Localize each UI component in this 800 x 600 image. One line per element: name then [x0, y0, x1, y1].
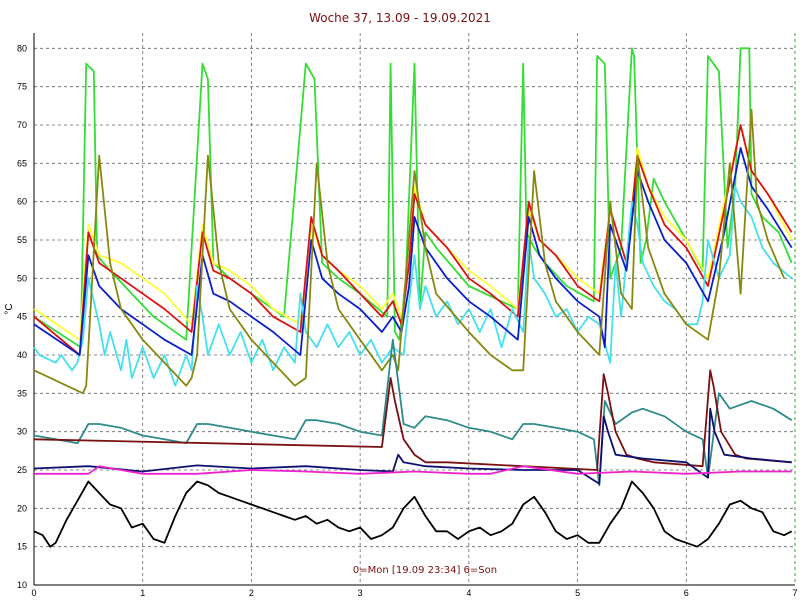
x-tick-label: 1: [140, 588, 145, 598]
series-line-1: [33, 47, 793, 349]
y-tick-label: 70: [17, 120, 27, 130]
y-tick-label: 10: [17, 580, 27, 590]
y-tick-label: 60: [17, 197, 27, 207]
x-tick-label: 2: [249, 588, 254, 598]
series-group: [33, 47, 793, 548]
series-line-4: [33, 185, 793, 387]
x-tick-label: 3: [358, 588, 363, 598]
y-tick-label: 35: [17, 388, 27, 398]
x-tick-label: 7: [792, 588, 797, 598]
y-tick-label: 65: [17, 158, 27, 168]
y-tick-label: 25: [17, 465, 27, 475]
y-tick-label: 40: [17, 350, 27, 360]
x-tick-label: 6: [684, 588, 689, 598]
chart-title: Woche 37, 13.09 - 19.09.2021: [309, 11, 491, 25]
y-tick-label: 80: [17, 43, 27, 53]
series-line-11: [33, 480, 793, 548]
series-line-3: [33, 124, 793, 356]
series-line-6: [33, 108, 785, 395]
y-axis-label: °C: [4, 303, 15, 314]
chart-footer: 0=Mon [19.09 23:34] 6=Son: [353, 565, 497, 576]
x-tick-label: 0: [31, 588, 36, 598]
y-tick-label: 15: [17, 542, 27, 552]
series-line-10: [34, 465, 792, 475]
x-tick-label: 5: [575, 588, 580, 598]
y-tick-label: 30: [17, 427, 27, 437]
y-tick-label: 50: [17, 273, 27, 283]
x-tick-label: 4: [466, 588, 471, 598]
y-tick-label: 20: [17, 503, 27, 513]
series-line-5: [33, 147, 793, 356]
y-tick-label: 75: [17, 82, 27, 92]
series-line-8: [33, 369, 792, 471]
y-tick-label: 55: [17, 235, 27, 245]
y-tick-label: 45: [17, 312, 27, 322]
